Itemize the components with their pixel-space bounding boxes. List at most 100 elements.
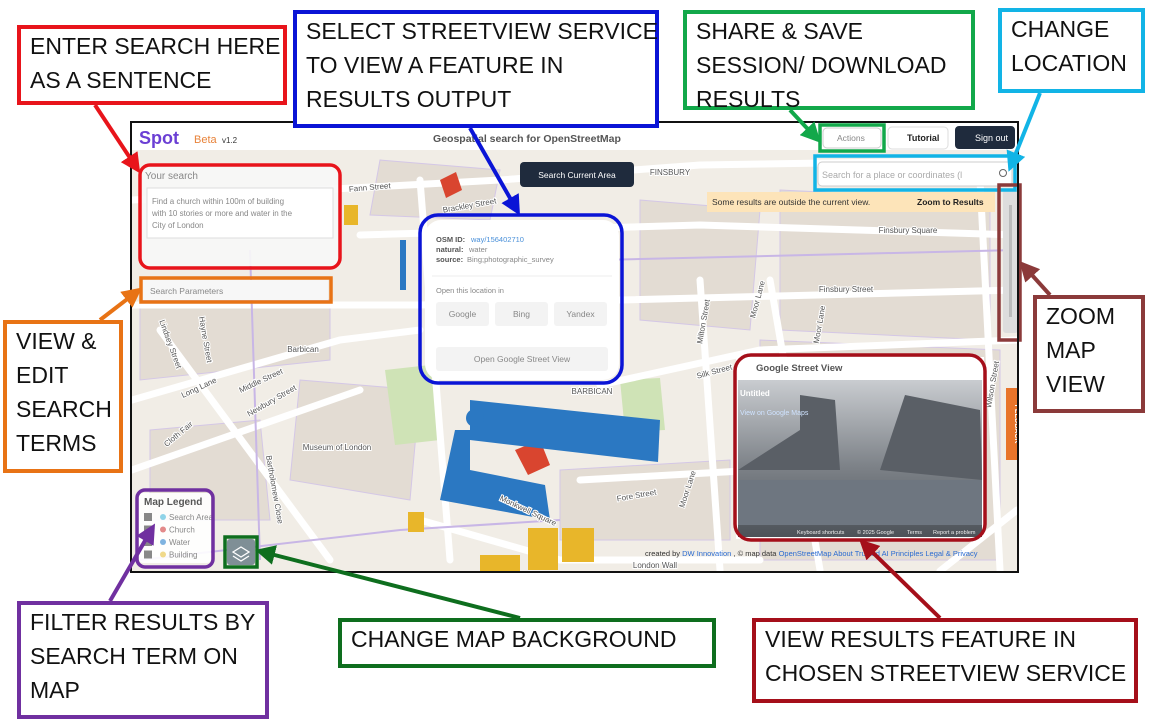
popup-value: Bing;photographic_survey — [467, 255, 554, 264]
callout-text: CHANGE — [1011, 16, 1109, 42]
legend-checkbox[interactable] — [144, 550, 152, 559]
callout-text: EDIT — [16, 362, 68, 388]
legend-swatch — [160, 539, 166, 545]
tutorial-label[interactable]: Tutorial — [907, 133, 939, 143]
street-view-place: Untitled — [740, 389, 770, 398]
annotations: ENTER SEARCH HERE AS A SENTENCE SELECT STR… — [3, 8, 1145, 719]
callout-text: TO VIEW A FEATURE IN — [306, 52, 563, 78]
callout-box — [293, 10, 659, 128]
legend-swatch — [160, 526, 166, 533]
popup-open-in: Open this location in — [436, 286, 504, 295]
search-placeholder: Find a church within 100m of building — [152, 197, 284, 206]
app-ui: Spot Beta v1.2 Geospatial search for OpenSt… — [132, 123, 1020, 565]
callout-text: FILTER RESULTS BY — [30, 609, 255, 635]
callout-text: MAP — [30, 677, 80, 703]
popup-key: source: — [436, 255, 463, 264]
sign-out-button[interactable] — [955, 126, 1015, 149]
callout-arrow — [98, 287, 143, 322]
street-view-button[interactable] — [436, 347, 608, 371]
attribution-part[interactable]: DW Innovation — [682, 549, 731, 558]
callout-text: RESULTS OUTPUT — [306, 86, 511, 112]
street-view-title: Google Street View — [756, 363, 843, 374]
service-label[interactable]: Bing — [513, 309, 530, 319]
street-view-button-label[interactable]: Open Google Street View — [474, 354, 571, 364]
map-legend — [139, 493, 211, 563]
callout-text: VIEW RESULTS FEATURE IN — [765, 626, 1076, 652]
service-button[interactable] — [495, 302, 548, 326]
attribution-part: created by — [645, 549, 680, 558]
callout-text: CHANGE MAP BACKGROUND — [351, 626, 676, 652]
highlight-box — [418, 213, 624, 385]
callout-arrow — [468, 127, 520, 216]
callout-arrow — [108, 523, 156, 603]
service-button[interactable] — [554, 302, 607, 326]
search-current-area[interactable]: Search Current Area — [538, 170, 616, 180]
callout-box — [338, 618, 716, 668]
location-input[interactable] — [817, 161, 1013, 187]
street-view-link[interactable]: View on Google Maps — [740, 410, 809, 417]
callout-text: VIEW & — [16, 328, 97, 354]
street-view-buildings — [738, 395, 982, 480]
callout-box — [17, 25, 287, 105]
callout-text: ENTER SEARCH HERE — [30, 33, 280, 59]
attribution-part[interactable]: Legal & Privacy — [925, 549, 977, 558]
attribution-part[interactable]: OpenStreetMap — [779, 549, 832, 558]
callout-text: SESSION/ DOWNLOAD — [696, 52, 946, 78]
street-label: BARBICAN — [572, 387, 613, 396]
street-label: Finsbury Square — [879, 226, 938, 235]
callout-text: SEARCH — [16, 396, 112, 422]
callout-arrow — [255, 545, 521, 620]
callout-text: TERMS — [16, 430, 97, 456]
zoom-to-results[interactable]: Zoom to Results — [917, 197, 984, 207]
layers-icon — [231, 546, 251, 562]
callout-text: CHOSEN STREETVIEW SERVICE — [765, 660, 1126, 686]
callout-text: SEARCH TERM ON — [30, 643, 238, 669]
search-parameters[interactable]: Search Parameters — [150, 286, 223, 296]
callout-arrow — [859, 539, 942, 620]
street-view-water — [738, 480, 982, 525]
callout-text: SELECT STREETVIEW SERVICE — [306, 18, 658, 44]
version: v1.2 — [222, 136, 238, 145]
street-label: London Wall — [633, 561, 677, 570]
zoom-track — [1009, 205, 1012, 317]
search-placeholder: City of London — [152, 221, 204, 230]
callout-arrow — [93, 103, 141, 174]
callout-text: AS A SENTENCE — [30, 67, 212, 93]
actions-label[interactable]: Actions — [837, 133, 865, 143]
beta-badge: Beta — [194, 134, 218, 146]
tutorial-button[interactable] — [887, 126, 949, 150]
callout-box — [3, 320, 123, 473]
feedback-label[interactable]: FEEDBACK — [1013, 405, 1020, 444]
street-label: Barbican — [287, 345, 319, 354]
street-view-footer: Keyboard shortcuts — [797, 530, 845, 536]
search-label: Your search — [145, 171, 198, 182]
legend-title: Map Legend — [144, 497, 202, 508]
callout-arrow — [1019, 261, 1052, 297]
service-button[interactable] — [436, 302, 489, 326]
search-icon — [999, 169, 1007, 177]
street-label: Finsbury Street — [819, 285, 874, 294]
search-parameters-button[interactable] — [142, 280, 328, 300]
sign-out-label[interactable]: Sign out — [975, 133, 1009, 143]
osm-id-link[interactable]: way/156402710 — [470, 235, 524, 244]
app-title: Geospatial search for OpenStreetMap — [433, 133, 621, 145]
search-area-button[interactable] — [520, 162, 634, 187]
legend-swatch — [160, 514, 166, 520]
churches — [440, 172, 550, 475]
search-textarea[interactable] — [146, 187, 334, 239]
callout-text: MAP — [1046, 337, 1096, 363]
street-label: FINSBURY — [650, 168, 691, 177]
service-label[interactable]: Yandex — [566, 309, 595, 319]
legend-checkbox[interactable] — [144, 513, 152, 521]
actions-button[interactable] — [822, 127, 882, 149]
service-label[interactable]: Google — [449, 309, 477, 319]
street-label: Museum of London — [303, 443, 372, 452]
callout-text: LOCATION — [1011, 50, 1127, 76]
street-view-footer: © 2025 Google — [857, 529, 894, 536]
feedback-tab[interactable] — [1006, 388, 1018, 460]
layers-button[interactable] — [227, 539, 255, 565]
callout-arrow — [1006, 92, 1042, 172]
water — [400, 240, 660, 520]
